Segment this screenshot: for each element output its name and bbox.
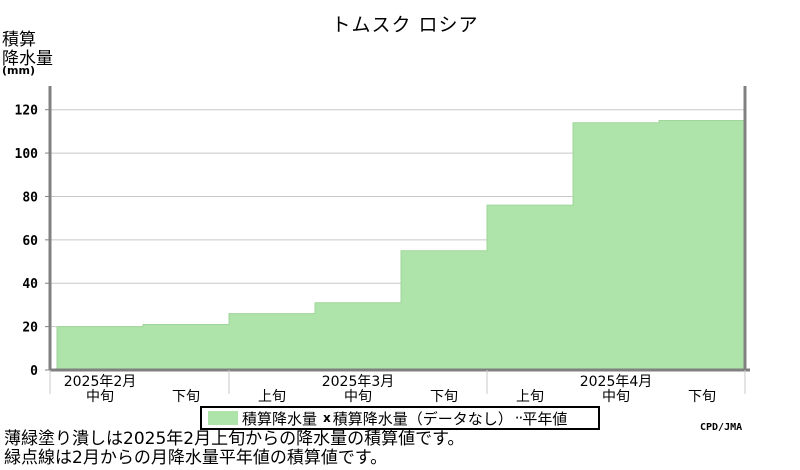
y-tick-label: 20 xyxy=(22,321,38,336)
x-month-label: 2025年3月 xyxy=(322,374,395,390)
legend-no-data-marker: x xyxy=(323,411,331,425)
y-tick-label: 120 xyxy=(15,104,39,119)
y-axis-label-line1: 積算 xyxy=(2,30,36,50)
accumulated-bar xyxy=(487,205,573,370)
legend-label-no-data: 積算降水量（データなし） xyxy=(332,409,513,428)
chart-title: トムスク ロシア xyxy=(331,14,479,36)
accumulated-bar xyxy=(315,302,401,370)
x-month-label: 2025年2月 xyxy=(64,374,137,390)
legend-label-normal: 平年値 xyxy=(522,409,568,428)
x-dekad-label: 上旬 xyxy=(516,389,544,405)
accumulated-bar xyxy=(401,250,487,370)
y-tick-label: 0 xyxy=(30,364,38,379)
accumulated-outline xyxy=(56,120,746,370)
y-tick-label: 60 xyxy=(22,234,38,249)
legend: 積算降水量 x 積算降水量（データなし） ·· 平年値 xyxy=(200,406,600,430)
x-dekad-label: 中旬 xyxy=(86,389,114,405)
legend-label-accumulated: 積算降水量 xyxy=(242,409,318,428)
x-dekad-label: 下旬 xyxy=(688,389,716,405)
accumulated-bar xyxy=(143,324,229,370)
x-dekad-label: 中旬 xyxy=(602,389,630,405)
x-dekad-label: 下旬 xyxy=(430,389,458,405)
x-dekad-label: 下旬 xyxy=(172,389,200,405)
accumulated-bar xyxy=(229,313,315,370)
accumulated-bar xyxy=(57,326,143,370)
accumulated-bar xyxy=(573,122,659,370)
credit-label: CPD/JMA xyxy=(700,422,743,433)
x-dekad-label: 中旬 xyxy=(344,389,372,405)
legend-normal-dotted-line: ·· xyxy=(514,409,523,427)
note-line2: 緑点線は2月からの月降水量平年値の積算値です。 xyxy=(4,448,388,468)
note-line1: 薄緑塗り潰しは2025年2月上旬からの降水量の積算値です。 xyxy=(4,429,465,449)
legend-swatch-accumulated xyxy=(208,411,238,425)
y-tick-label: 100 xyxy=(15,147,39,162)
y-tick-label: 80 xyxy=(22,190,38,205)
y-axis-label-line2: 降水量 xyxy=(2,49,53,69)
accumulated-bar xyxy=(659,120,745,371)
y-axis-unit: (mm) xyxy=(2,64,35,77)
y-tick-label: 40 xyxy=(22,277,38,292)
x-month-label: 2025年4月 xyxy=(580,374,653,390)
x-dekad-label: 上旬 xyxy=(258,389,286,405)
